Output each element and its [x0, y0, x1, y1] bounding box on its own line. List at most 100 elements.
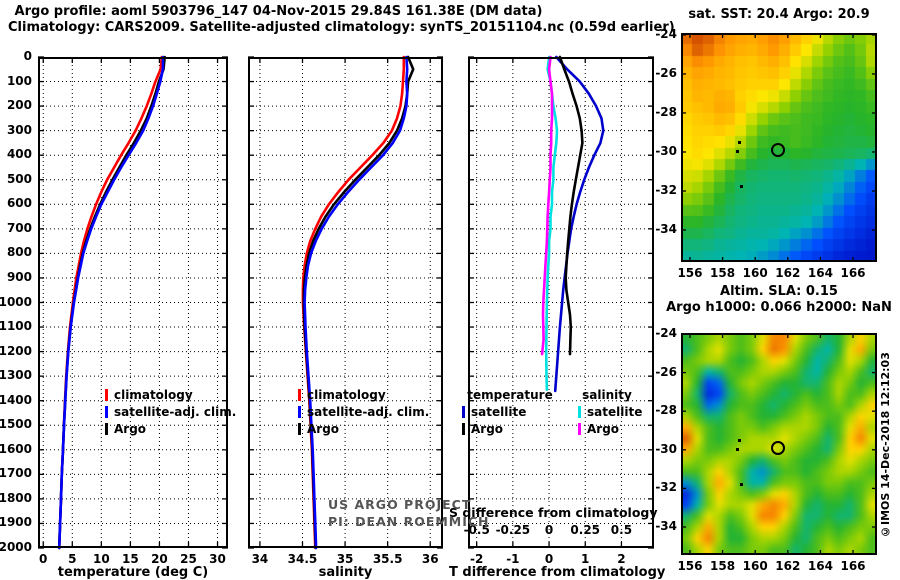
legend-marker [578, 406, 581, 418]
latitude-tick-label: -30 [655, 441, 677, 456]
depth-tick-label: 0 [23, 49, 32, 63]
longitude-tick-label: 160 [742, 266, 768, 280]
watermark-line2: PI: DEAN ROEMMICH [328, 514, 490, 529]
legend-label: satellite-adj. clim. [114, 405, 237, 419]
x-tick-label: 30 [209, 552, 226, 566]
sla-map-title-line2: Argo h1000: 0.066 h2000: NaN [666, 300, 892, 315]
x-tick-label: 1 [581, 552, 590, 566]
depth-tick-label: 1200 [0, 343, 32, 358]
profile-line-t-satellite [553, 55, 605, 393]
depth-tick-label: 400 [6, 147, 32, 162]
longitude-tick-label: 156 [677, 559, 703, 573]
depth-tick-label: 200 [6, 98, 32, 113]
x-tick-label: 5 [68, 552, 77, 566]
t-difference-axis-label: T difference from climatology [449, 565, 666, 580]
difference-profile: -2 -1 0 1 2 -0.5 -0.25 0 0.25 0.5 temperature satel… [462, 55, 654, 566]
map-border [681, 33, 877, 262]
legend-item: Argo [578, 422, 619, 438]
latitude-tick-label: -24 [655, 26, 677, 41]
legend-item: climatology [105, 388, 193, 404]
x-tick-label: 15 [122, 552, 139, 566]
legend-label: Argo [587, 422, 620, 436]
legend-label: climatology [307, 388, 386, 402]
sst-map-axes [681, 33, 877, 262]
longitude-tick-label: 158 [710, 266, 736, 280]
legend-label: satellite [471, 405, 527, 419]
sst-map-title: sat. SST: 20.4 Argo: 20.9 [688, 7, 870, 22]
float-location-marker [771, 440, 786, 455]
legend-item: satellite-adj. clim. [105, 405, 236, 421]
longitude-tick-label: 162 [775, 559, 801, 573]
depth-tick-label: 2000 [0, 540, 32, 554]
sla-map-title-line1: Altim. SLA: 0.15 [720, 284, 838, 299]
legend-marker [298, 423, 301, 435]
trajectory-dot [736, 447, 740, 451]
legend-item: Argo [298, 422, 339, 438]
longitude-tick-label: 164 [807, 266, 833, 280]
s-axis-tick-label: 0.25 [570, 522, 601, 537]
sla-map-axes [681, 333, 877, 555]
difference-profile-plot [468, 55, 654, 549]
legend-item: satellite-adj. clim. [298, 405, 429, 421]
figure-title-line1: Argo profile: aoml 5903796_147 04-Nov-20… [14, 4, 543, 19]
legend-marker [298, 406, 301, 418]
salinity-profile: 34 34.5 35 35.5 36 climatology satellite-adj. … [248, 55, 443, 566]
trajectory-dot [739, 185, 743, 189]
float-location-marker [771, 143, 786, 158]
legend-marker [105, 389, 108, 401]
depth-tick-label: 1400 [0, 392, 32, 407]
trajectory-dot [736, 150, 740, 153]
legend-item: Argo [462, 422, 503, 438]
trajectory-dot [737, 439, 741, 443]
depth-tick-label: 700 [6, 220, 32, 235]
temperature-profile: 0 5 10 15 20 25 30 0 100 200 300 400 500 600 700 800 900… [0, 49, 236, 566]
legend-item: climatology [298, 388, 386, 404]
temperature-axis-label: temperature (deg C) [57, 565, 209, 580]
depth-tick-label: 900 [6, 269, 32, 284]
x-tick-label: 0 [544, 552, 554, 566]
sla-map: 156 158 160 162 164 166 -24 -26 -28 -30 -32 -34 [655, 326, 877, 573]
profile-line-satellite-adj--clim- [57, 55, 165, 550]
x-tick-label: 0 [39, 552, 48, 566]
figure-title-line2: Climatology: CARS2009. Satellite-adjuste… [8, 20, 675, 35]
x-tick-label: 25 [180, 552, 197, 566]
longitude-tick-label: 158 [710, 559, 736, 573]
latitude-tick-label: -34 [655, 519, 677, 533]
axes-border [468, 57, 654, 548]
latitude-tick-label: -34 [655, 222, 677, 236]
x-tick-label: -1 [506, 552, 520, 566]
depth-tick-label: 600 [6, 196, 32, 211]
depth-tick-label: 300 [6, 122, 32, 137]
legend-label: climatology [114, 388, 193, 402]
axes-border [38, 57, 228, 548]
map-border [681, 333, 877, 555]
x-tick-label: 34.5 [287, 552, 318, 566]
x-tick-label: 20 [151, 552, 168, 566]
profile-line-t-argo [558, 55, 584, 356]
legend-marker [462, 406, 465, 418]
x-tick-label: 36 [421, 552, 439, 566]
legend-label: satellite [587, 405, 643, 419]
trajectory-dot [739, 482, 743, 486]
legend-marker [462, 423, 465, 435]
s-difference-axis-title: S difference from climatology [449, 505, 658, 520]
latitude-tick-label: -24 [655, 325, 677, 340]
legend-item: satellite [578, 405, 642, 421]
latitude-tick-label: -28 [655, 104, 677, 119]
longitude-tick-label: 164 [807, 559, 833, 573]
legend-marker [105, 423, 108, 435]
latitude-tick-label: -28 [655, 403, 677, 418]
sst-map: 156 158 160 162 164 166 -24 -26 -28 -30 -32 -34 [655, 27, 877, 280]
depth-tick-label: 1100 [0, 319, 32, 334]
s-axis-tick-label: -0.5 [463, 522, 490, 537]
depth-tick-label: 1900 [0, 515, 32, 530]
x-tick-label: 35 [336, 552, 354, 566]
watermark-line1: US ARGO PROJECT [328, 497, 472, 512]
depth-tick-label: 500 [6, 171, 32, 186]
depth-tick-label: 1300 [0, 368, 32, 383]
depth-tick-label: 1700 [0, 466, 32, 481]
profile-line-s-argo [540, 55, 554, 356]
longitude-tick-label: 166 [840, 266, 866, 280]
longitude-tick-label: 156 [677, 266, 703, 280]
legend-group-header: salinity [582, 388, 632, 402]
